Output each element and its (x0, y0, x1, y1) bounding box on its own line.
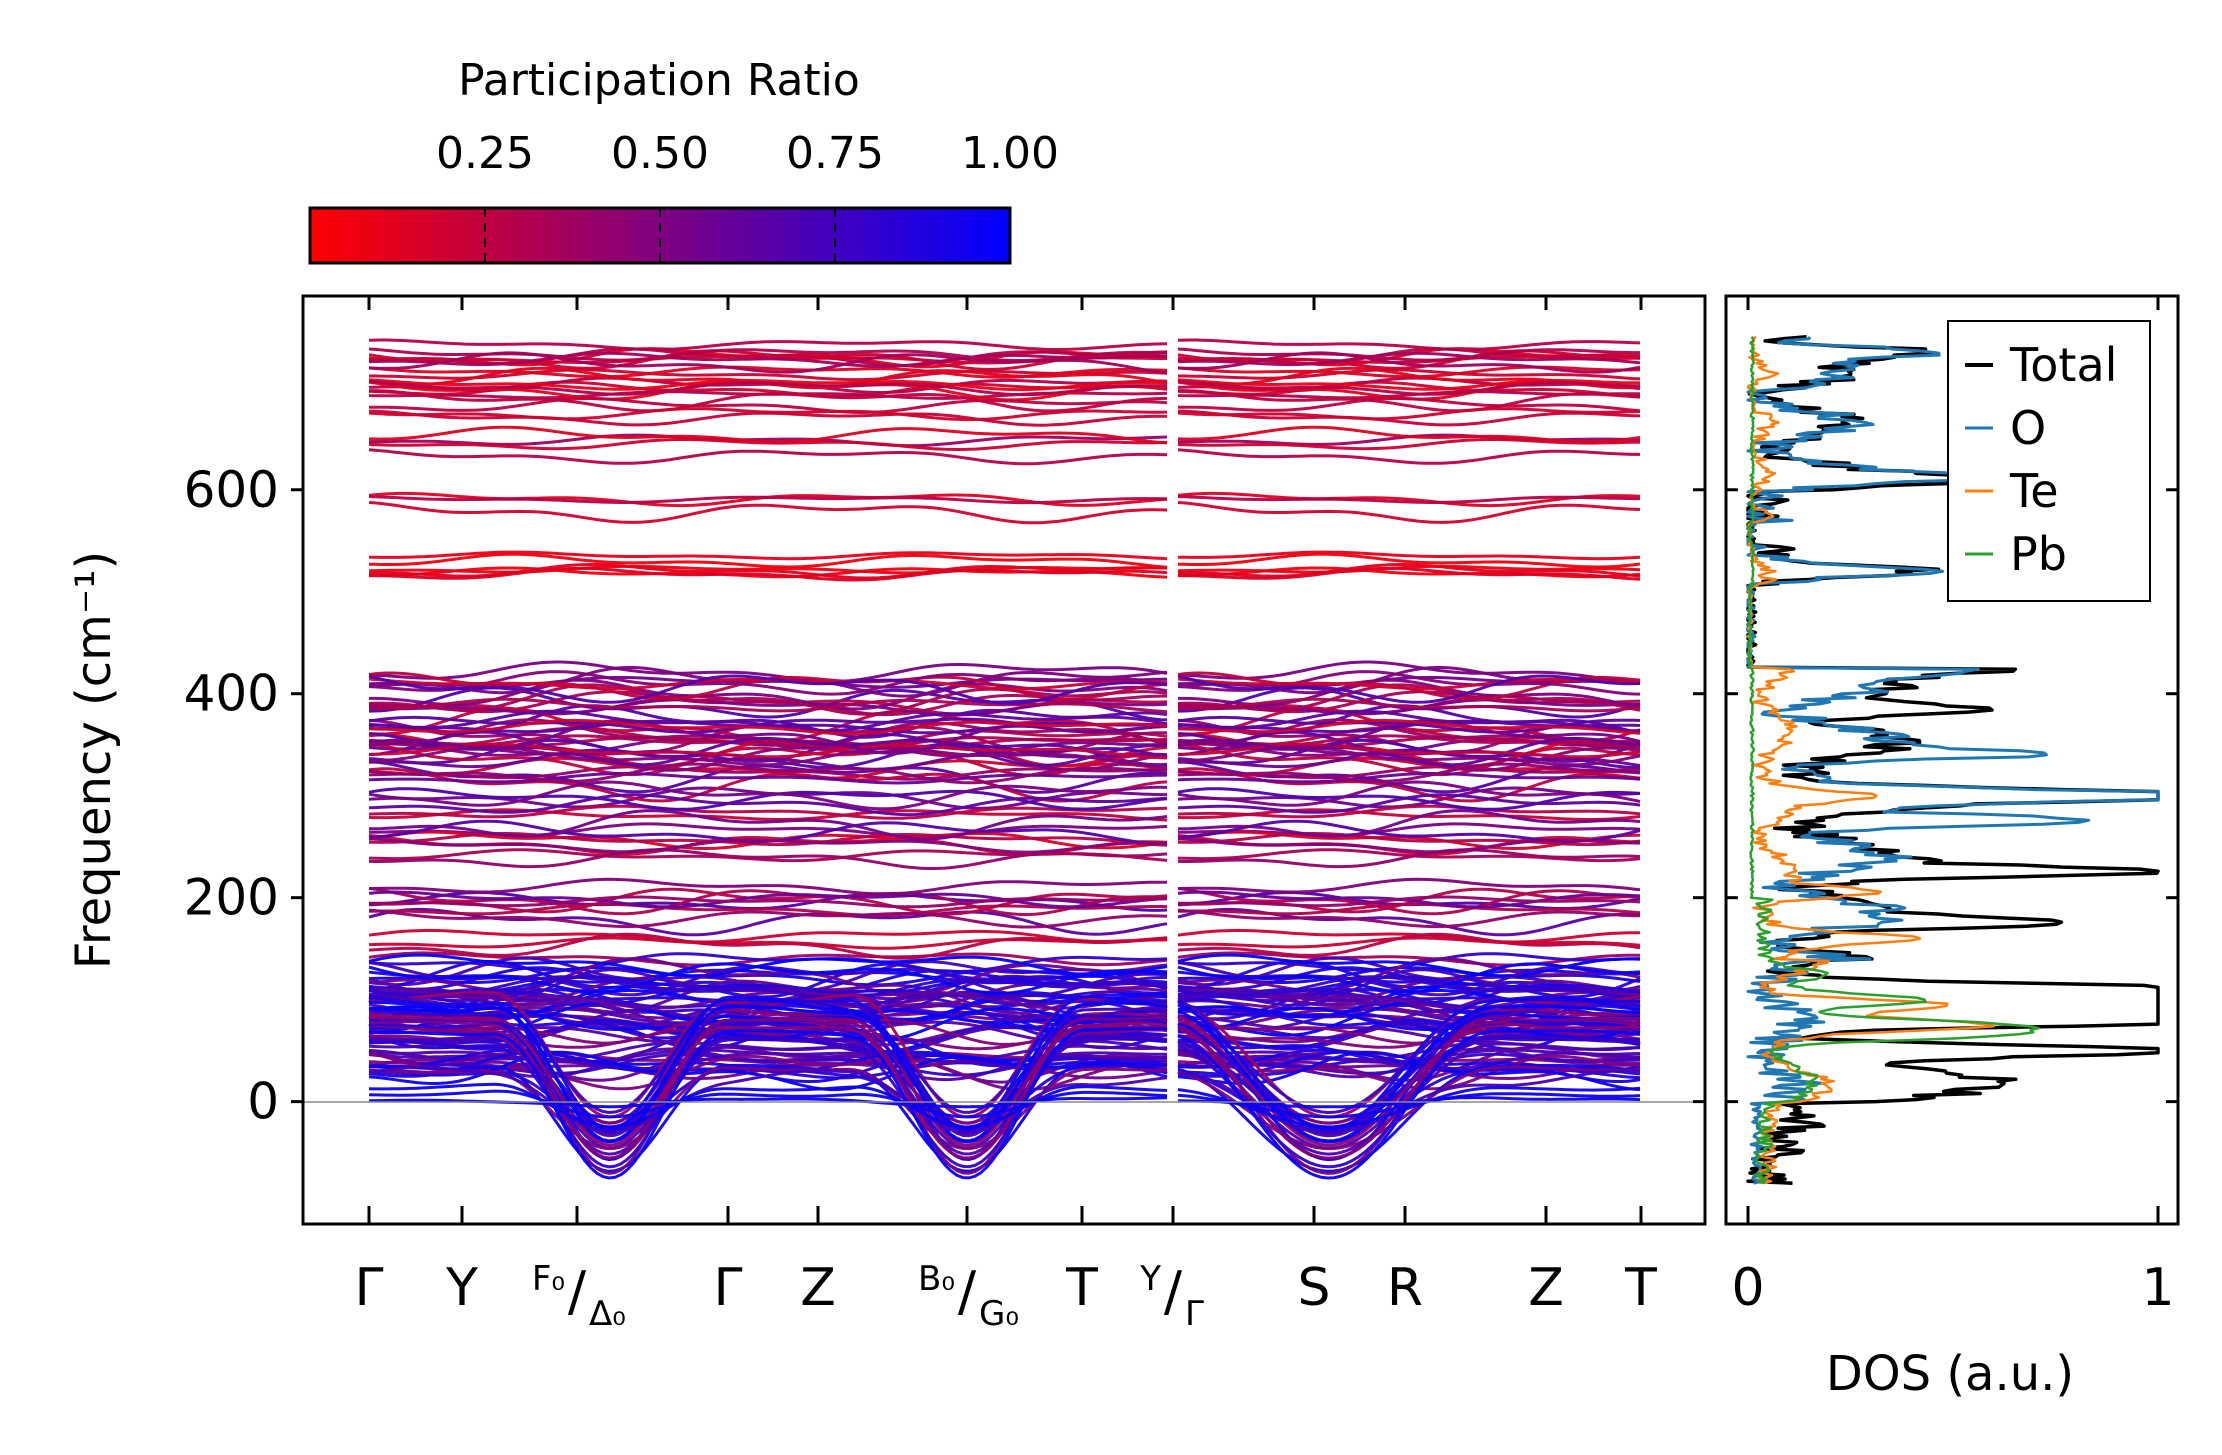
phonon-band (368, 975, 1641, 1000)
phonon-band (368, 877, 1641, 896)
phonon-band (368, 928, 1640, 944)
phonon-band (369, 992, 1641, 1131)
legend-label-pb: Pb (2010, 527, 2067, 581)
x-tick-label: Γ (355, 1258, 384, 1318)
phonon-band (368, 848, 1641, 863)
x-tick-label: Z (1528, 1258, 1564, 1318)
x-tick-label-lower: Δ₀ (589, 1294, 626, 1334)
legend-label-o: O (2010, 401, 2046, 455)
phonon-bands (368, 338, 1641, 1180)
phonon-band (368, 351, 1641, 368)
phonon-band (368, 495, 1640, 505)
phonon-band (368, 837, 1641, 854)
y-tick-label: 0 (247, 1073, 279, 1131)
phonon-band (368, 407, 1641, 422)
phonon-band (368, 793, 1641, 817)
phonon-band (368, 936, 1641, 950)
y-tick-label: 400 (184, 665, 279, 723)
phonon-band (369, 566, 1641, 582)
colorbar-ticks: 0.25 0.50 0.75 1.00 (436, 128, 1059, 263)
x-tick-label-lower: Γ (1185, 1294, 1204, 1334)
dispersion-frame (301, 294, 1707, 1226)
phonon-band (368, 745, 1641, 769)
phonon-band (368, 674, 1641, 706)
colorbar-tick-label: 0.25 (436, 128, 534, 179)
dos-x-tick-label: 0 (1731, 1258, 1764, 1318)
colorbar-tick-label: 0.50 (611, 128, 709, 179)
phonon-band (368, 550, 1641, 561)
phonon-band (369, 368, 1641, 382)
phonon-band (368, 501, 1641, 525)
x-tick-label-upper: Y (1139, 1259, 1161, 1299)
phonon-band (368, 683, 1641, 716)
dos-series-te (1746, 335, 1996, 1185)
phonon-band (368, 338, 1641, 352)
phonon-band (368, 660, 1641, 683)
phonon-band (369, 742, 1641, 760)
phonon-band (368, 962, 1641, 995)
phonon-band (369, 809, 1641, 841)
legend-label-te: Te (2009, 464, 2059, 518)
dos-legend: Total O Te Pb (1947, 320, 2151, 602)
x-tick-label-upper: B₀ (918, 1259, 955, 1299)
phonon-band (368, 780, 1641, 811)
x-tick-label: Z (800, 1258, 836, 1318)
phonon-band (368, 908, 1641, 929)
colorbar-tick-label: 0.75 (786, 128, 884, 179)
phonon-band (368, 448, 1640, 466)
y-tick-label: 600 (184, 461, 279, 519)
x-tick-label-split: B₀ / G₀ (918, 1259, 1019, 1334)
dos-frame (1724, 294, 2180, 1226)
x-tick-label: Y (445, 1258, 478, 1318)
phonon-band (368, 895, 1641, 909)
x-tick-label-lower: G₀ (979, 1294, 1019, 1334)
x-tick-slash: / (958, 1260, 977, 1323)
y-axis-label: Frequency (cm⁻¹) (66, 551, 122, 969)
phonon-band (368, 902, 1641, 917)
x-tick-label: T (1065, 1258, 1098, 1318)
phonon-band (369, 389, 1641, 413)
phonon-band (368, 890, 1641, 909)
x-tick-label-split: F₀ / Δ₀ (532, 1259, 626, 1334)
phonon-band (369, 1061, 1641, 1173)
y-tick-label: 200 (184, 869, 279, 927)
colorbar-tick-label: 1.00 (961, 128, 1059, 179)
x-tick-slash: / (568, 1260, 587, 1323)
x-tick-slash: / (1164, 1260, 1183, 1323)
legend-label-total: Total (2009, 338, 2117, 392)
phonon-band (368, 718, 1641, 736)
colorbar-title: Participation Ratio (458, 55, 860, 106)
phonon-band (368, 425, 1641, 445)
phonon-band (368, 397, 1641, 415)
phonon-band (368, 697, 1641, 714)
phonon-band (368, 762, 1641, 785)
phonon-band (368, 379, 1641, 397)
x-tick-label-split: Y / Γ (1139, 1259, 1204, 1334)
x-tick-label: S (1297, 1258, 1330, 1318)
phonon-band (368, 804, 1641, 820)
phonon-band (368, 564, 1641, 575)
colorbar: Participation Ratio 0.25 0.50 0.75 1.00 (308, 55, 1059, 265)
phonon-band (368, 932, 1641, 960)
phonon-band (369, 1001, 1641, 1143)
x-tick-label-upper: F₀ (532, 1259, 565, 1299)
x-tick-label: R (1387, 1258, 1423, 1318)
x-tick-label: Γ (714, 1258, 743, 1318)
x-tick-label: T (1624, 1258, 1657, 1318)
phonon-band (368, 351, 1641, 375)
dos-x-tick-label: 1 (2141, 1258, 2174, 1318)
phonon-band (368, 709, 1640, 733)
phonon-band (368, 552, 1641, 569)
phonon-band (368, 378, 1640, 392)
dos-x-axis-label: DOS (a.u.) (1826, 1346, 2074, 1402)
dos-series-pb (1747, 336, 2040, 1185)
